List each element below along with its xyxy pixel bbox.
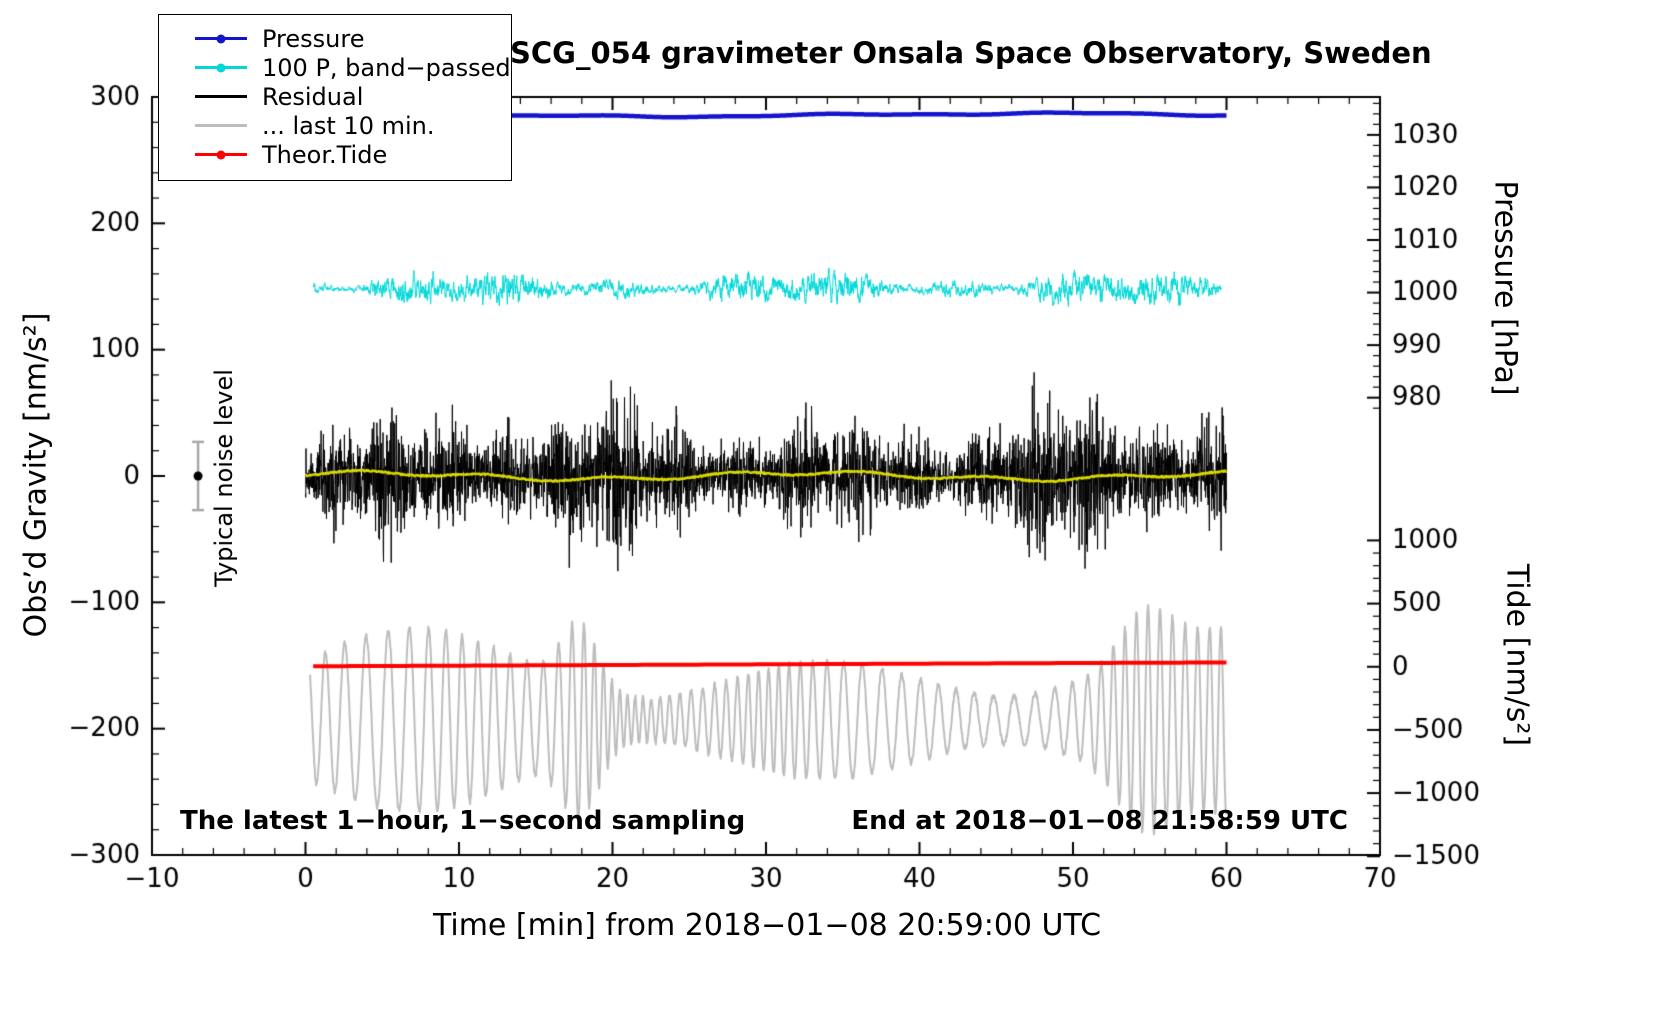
legend-label: Residual [262, 82, 364, 111]
noise-level-label: Typical noise level [210, 369, 238, 587]
legend-label: 100 P, band−passed [262, 53, 511, 82]
theortide-dot-icon [216, 150, 226, 159]
last10min-line-icon [195, 124, 247, 127]
legend: Pressure 100 P, band−passed Residual ...… [158, 14, 512, 181]
pressure-line-icon [195, 34, 247, 43]
x-axis-label: Time [min] from 2018−01−08 20:59:00 UTC [432, 908, 1102, 943]
legend-label: Pressure [262, 24, 365, 53]
bandpassed-dot-icon [216, 63, 226, 72]
sampling-annotation: The latest 1−hour, 1−second sampling [180, 806, 746, 836]
pressure-axis-label: Pressure [hPa] [1487, 180, 1523, 396]
end-time-annotation: End at 2018−01−08 21:58:59 UTC [851, 806, 1348, 836]
tide-axis-label: Tide [nm/s²] [1499, 563, 1535, 747]
legend-item-theortide: Theor.Tide [159, 140, 511, 169]
theortide-line-icon [195, 150, 247, 159]
residual-line-icon [195, 95, 247, 98]
chart-title: SCG_054 gravimeter Onsala Space Observat… [510, 36, 1432, 70]
legend-item-last10min: ... last 10 min. [159, 111, 511, 140]
pressure-dot-icon [216, 34, 226, 43]
legend-item-pressure: Pressure [159, 24, 511, 53]
bandpassed-line-icon [195, 63, 247, 72]
legend-label: ... last 10 min. [262, 111, 435, 140]
legend-item-residual: Residual [159, 82, 511, 111]
left-axis-label: Obs’d Gravity [nm/s²] [18, 312, 54, 638]
legend-item-bandpassed: 100 P, band−passed [159, 53, 511, 82]
legend-label: Theor.Tide [262, 140, 388, 169]
